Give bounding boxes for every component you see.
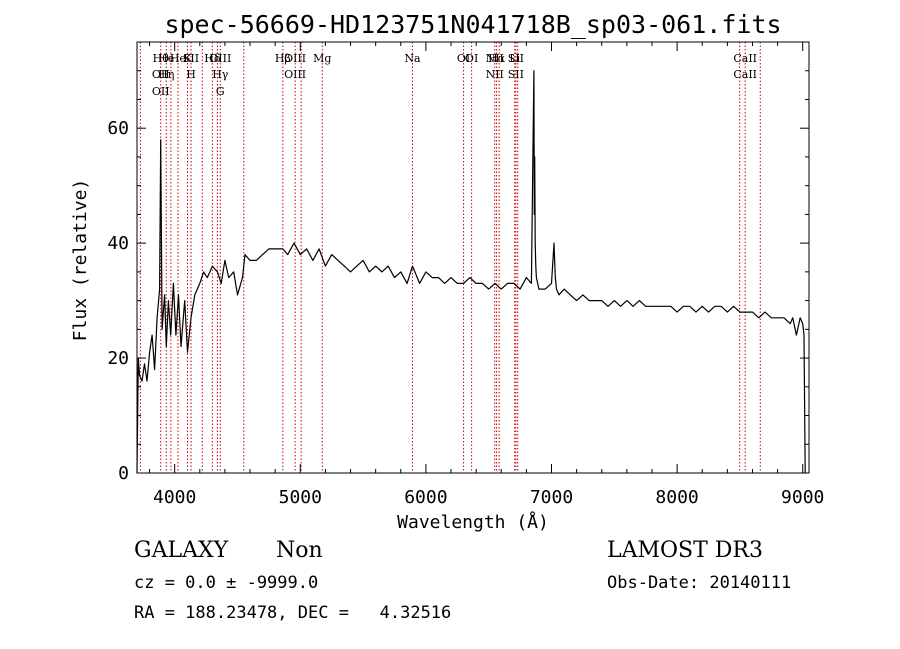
x-tick-label: 8000 [655,487,698,508]
line-label: Hδ [204,52,221,65]
line-label: OIII [284,52,306,65]
line-label: SII [183,52,199,65]
obs-date-text: Obs-Date: 20140111 [607,573,792,593]
y-tick-label: 0 [118,463,129,484]
plot-frame [136,41,810,474]
line-label: G [216,85,225,98]
line-label: OIII [209,52,231,65]
line-label: NII [486,52,504,65]
y-tick-label: 40 [107,233,129,254]
line-label: OIII [284,68,306,81]
line-label: He [170,52,186,65]
x-tick-label: 4000 [153,487,196,508]
line-label: OII [152,85,170,98]
spectrum-series-line [136,70,806,474]
line-label: OI [457,52,470,65]
ra-dec-text: RA = 188.23478, DEC = 4.32516 [134,603,452,623]
line-label: CaII [733,68,757,81]
line-label: H [186,68,196,81]
line-label: Hγ [212,68,229,81]
x-tick-label: 9000 [781,487,824,508]
object-subclass-label: Non [276,538,323,563]
object-class-label: GALAXY [134,538,229,563]
y-tick-label: 20 [107,348,129,369]
line-label: OI [465,52,478,65]
x-axis-label: Wavelength (Å) [397,511,549,533]
line-label: Na [404,52,421,65]
spectral-line-markers [139,42,761,473]
line-label: Hβ [275,52,291,65]
line-label: Hα [488,52,506,65]
x-tick-label: 5000 [279,487,322,508]
chart-title: spec-56669-HD123751N041718B_sp03-061.fit… [164,10,781,39]
survey-label: LAMOST DR3 [607,538,763,563]
line-label: Li [509,52,520,65]
redshift-text: cz = 0.0 ± -9999.0 [134,573,319,593]
line-label: K [183,52,192,65]
x-tick-label: 6000 [404,487,447,508]
spectral-line-labels: HθOIIOIIHeHηHeKSIIHHδOIIIHγGHβOIIIOIIIMg… [152,52,757,98]
x-axis: 4000 5000 6000 7000 8000 9000 [149,42,824,508]
line-label: Hθ [153,52,170,65]
line-label: NII [486,68,504,81]
line-label: Mg [313,52,331,65]
y-axis: 0 20 40 60 [107,70,809,484]
line-label: SII [508,68,524,81]
y-tick-label: 60 [107,118,129,139]
line-label: SII [508,52,524,65]
line-label: CaII [733,52,757,65]
line-label: Hη [158,68,174,81]
y-axis-label: Flux (relative) [70,179,91,342]
x-tick-label: 7000 [530,487,573,508]
line-label: He [158,52,174,65]
line-label: OII [152,68,170,81]
